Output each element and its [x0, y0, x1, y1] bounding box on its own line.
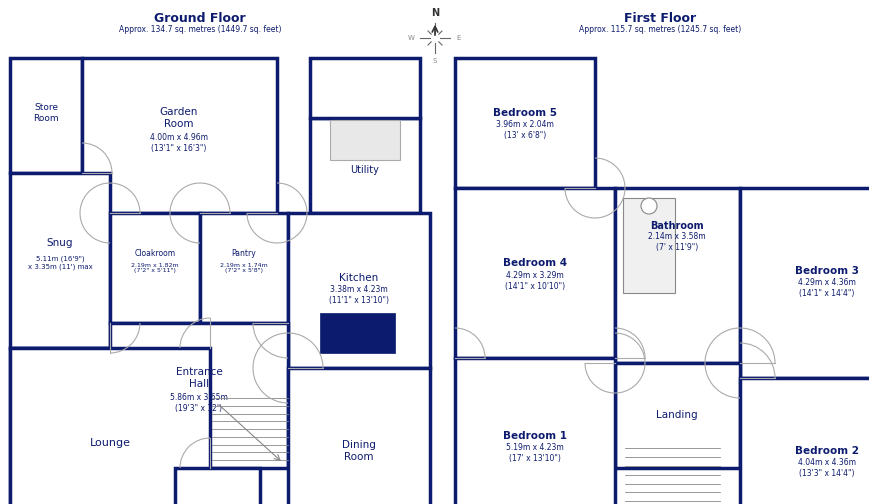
Text: Cloakroom: Cloakroom	[135, 248, 176, 258]
Bar	[740, 378, 869, 504]
Bar	[109, 213, 200, 323]
Bar	[614, 363, 740, 468]
Bar	[740, 188, 869, 378]
Bar	[10, 348, 109, 504]
Bar	[454, 188, 614, 358]
Text: Garden
Room: Garden Room	[160, 107, 198, 129]
Text: 2.19m x 1.82m
(7'2" x 5'11"): 2.19m x 1.82m (7'2" x 5'11")	[131, 263, 179, 273]
Bar	[614, 188, 740, 363]
Text: 2.19m x 1.74m
(7'2" x 5'8"): 2.19m x 1.74m (7'2" x 5'8")	[220, 263, 268, 273]
Bar	[320, 313, 395, 353]
Bar	[109, 323, 288, 468]
Text: 5.19m x 4.23m
(17' x 13'10"): 5.19m x 4.23m (17' x 13'10")	[506, 444, 563, 463]
Text: First Floor: First Floor	[623, 12, 695, 25]
Bar	[329, 120, 400, 160]
Text: W: W	[408, 35, 415, 41]
Text: Snug: Snug	[47, 238, 73, 248]
Text: Bathroom: Bathroom	[649, 221, 703, 231]
Bar	[454, 358, 614, 504]
Text: Bedroom 4: Bedroom 4	[502, 258, 567, 268]
Bar	[288, 213, 429, 368]
Text: Store
Room: Store Room	[33, 103, 59, 122]
Text: Approx. 134.7 sq. metres (1449.7 sq. feet): Approx. 134.7 sq. metres (1449.7 sq. fee…	[118, 25, 281, 34]
Text: 3.38m x 4.23m
(11'1" x 13'10"): 3.38m x 4.23m (11'1" x 13'10")	[328, 285, 388, 305]
Text: 3.96m x 2.04m
(13' x 6'8"): 3.96m x 2.04m (13' x 6'8")	[495, 120, 554, 140]
Text: Bedroom 2: Bedroom 2	[794, 446, 858, 456]
Text: 4.29m x 4.36m
(14'1" x 14'4"): 4.29m x 4.36m (14'1" x 14'4")	[797, 278, 855, 298]
Text: Ground Floor: Ground Floor	[154, 12, 246, 25]
Text: Pantry: Pantry	[231, 248, 256, 258]
Text: 4.00m x 4.96m
(13'1" x 16'3"): 4.00m x 4.96m (13'1" x 16'3")	[149, 133, 208, 153]
Bar	[10, 58, 82, 173]
Text: Bedroom 5: Bedroom 5	[493, 108, 556, 118]
Bar	[454, 58, 594, 188]
Circle shape	[640, 198, 656, 214]
Bar	[10, 173, 109, 348]
Bar	[309, 58, 420, 118]
Text: Kitchen: Kitchen	[339, 273, 378, 283]
Bar	[288, 368, 429, 504]
Text: 5.11m (16'9")
x 3.35m (11') max: 5.11m (16'9") x 3.35m (11') max	[28, 256, 92, 270]
Text: 4.04m x 4.36m
(13'3" x 14'4"): 4.04m x 4.36m (13'3" x 14'4")	[797, 458, 855, 478]
Bar	[10, 348, 209, 504]
Bar	[200, 213, 288, 323]
Text: S: S	[432, 58, 437, 65]
Bar	[309, 118, 420, 213]
Bar	[622, 198, 674, 293]
Text: Entrance
Hall: Entrance Hall	[176, 367, 222, 389]
Text: Dining
Room: Dining Room	[342, 440, 375, 462]
Text: Utility: Utility	[350, 165, 379, 175]
Text: Lounge: Lounge	[90, 438, 130, 448]
Text: E: E	[455, 35, 460, 41]
Text: 2.14m x 3.58m
(7' x 11'9"): 2.14m x 3.58m (7' x 11'9")	[647, 232, 705, 251]
Text: Bedroom 3: Bedroom 3	[794, 266, 858, 276]
Bar	[175, 468, 260, 504]
Text: N: N	[430, 8, 439, 18]
Text: Bedroom 1: Bedroom 1	[502, 431, 567, 441]
Text: 4.29m x 3.29m
(14'1" x 10'10"): 4.29m x 3.29m (14'1" x 10'10")	[504, 271, 564, 291]
Text: Landing: Landing	[655, 410, 697, 420]
Text: 5.86m x 3.65m
(19'3" x 12'): 5.86m x 3.65m (19'3" x 12')	[169, 393, 228, 413]
Text: Approx. 115.7 sq. metres (1245.7 sq. feet): Approx. 115.7 sq. metres (1245.7 sq. fee…	[578, 25, 740, 34]
Bar	[82, 58, 276, 213]
